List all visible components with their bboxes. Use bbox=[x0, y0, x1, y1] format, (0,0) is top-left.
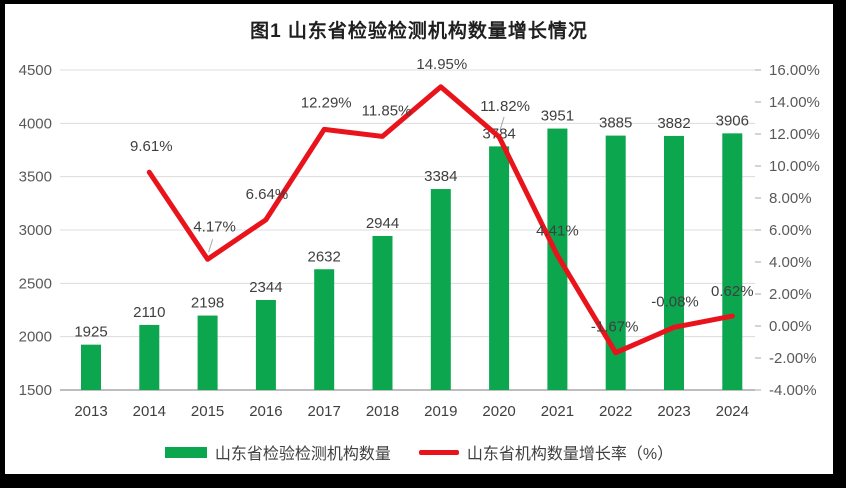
bar-2024 bbox=[722, 133, 743, 391]
right-axis-tick: 14.00% bbox=[769, 94, 820, 111]
bar-2018 bbox=[372, 235, 393, 390]
x-axis-label: 2016 bbox=[249, 403, 282, 420]
bar-2022 bbox=[605, 135, 626, 390]
right-axis-tick: -2.00% bbox=[769, 350, 817, 367]
right-axis-tick: 4.00% bbox=[769, 254, 812, 271]
x-axis-label: 2021 bbox=[541, 403, 574, 420]
line-value-label: 14.95% bbox=[416, 56, 467, 73]
label-leader-line bbox=[499, 116, 505, 131]
right-axis-tick: -4.00% bbox=[769, 382, 817, 399]
right-axis-tick: 10.00% bbox=[769, 158, 820, 175]
bar-2019 bbox=[430, 189, 451, 390]
left-axis-tick: 2500 bbox=[19, 275, 52, 292]
left-axis-tick: 3000 bbox=[19, 222, 52, 239]
right-axis-tick: 6.00% bbox=[769, 222, 812, 239]
x-axis-label: 2020 bbox=[482, 403, 515, 420]
bar-2017 bbox=[314, 269, 335, 390]
bar-value-label: 2110 bbox=[133, 304, 165, 321]
bar-value-label: 2198 bbox=[191, 295, 224, 312]
x-axis-label: 2017 bbox=[308, 403, 341, 420]
line-value-label: 4.41% bbox=[536, 222, 579, 239]
bar-value-label: 2632 bbox=[308, 248, 341, 265]
bar-2023 bbox=[664, 135, 684, 390]
x-axis-label: 2013 bbox=[74, 403, 107, 420]
line-value-label: 4.17% bbox=[193, 218, 236, 235]
left-axis-tick: 2000 bbox=[19, 329, 52, 346]
line-value-label: 11.82% bbox=[480, 98, 530, 115]
x-axis-label: 2024 bbox=[716, 403, 749, 420]
right-axis-tick: 12.00% bbox=[769, 126, 820, 143]
bar-2015 bbox=[197, 315, 218, 390]
right-axis-tick: 16.00% bbox=[769, 62, 820, 79]
x-axis-label: 2015 bbox=[191, 403, 224, 420]
line-value-label: 0.62% bbox=[711, 283, 754, 300]
line-value-label: -1.67% bbox=[591, 319, 639, 336]
x-axis-label: 2014 bbox=[133, 403, 166, 420]
x-axis-label: 2019 bbox=[424, 403, 457, 420]
bar-value-label: 3384 bbox=[424, 168, 457, 185]
x-axis-label: 2022 bbox=[599, 403, 632, 420]
chart-background bbox=[5, 4, 833, 474]
line-value-label: 12.29% bbox=[301, 94, 352, 111]
label-leader-line bbox=[208, 239, 214, 253]
left-axis-tick: 3500 bbox=[19, 169, 52, 186]
bar-value-label: 2944 bbox=[366, 215, 399, 232]
left-axis-tick: 1500 bbox=[19, 382, 52, 399]
bar-2016 bbox=[255, 299, 276, 390]
bar-2013 bbox=[81, 344, 101, 390]
bar-value-label: 3951 bbox=[541, 108, 574, 125]
bar-value-label: 1925 bbox=[74, 324, 107, 341]
bar-value-label: 3906 bbox=[716, 112, 749, 129]
left-axis-tick: 4000 bbox=[19, 115, 52, 132]
bar-value-label: 3882 bbox=[657, 115, 690, 132]
right-axis-tick: 8.00% bbox=[769, 190, 812, 207]
right-axis-tick: 0.00% bbox=[769, 318, 812, 335]
growth-rate-line bbox=[146, 84, 735, 356]
left-axis-tick: 4500 bbox=[19, 62, 52, 79]
line-value-label: 6.64% bbox=[246, 186, 289, 203]
line-value-label: 9.61% bbox=[130, 138, 173, 155]
bar-value-label: 3885 bbox=[599, 115, 632, 132]
x-axis-label: 2018 bbox=[366, 403, 399, 420]
right-axis-tick: 2.00% bbox=[769, 286, 812, 303]
bar-value-label: 2344 bbox=[249, 279, 282, 296]
bar-2020 bbox=[489, 146, 510, 390]
bar-2014 bbox=[139, 324, 160, 390]
line-value-label: -0.08% bbox=[651, 293, 699, 310]
line-value-label: 11.85% bbox=[362, 102, 412, 119]
x-axis-label: 2023 bbox=[657, 403, 690, 420]
